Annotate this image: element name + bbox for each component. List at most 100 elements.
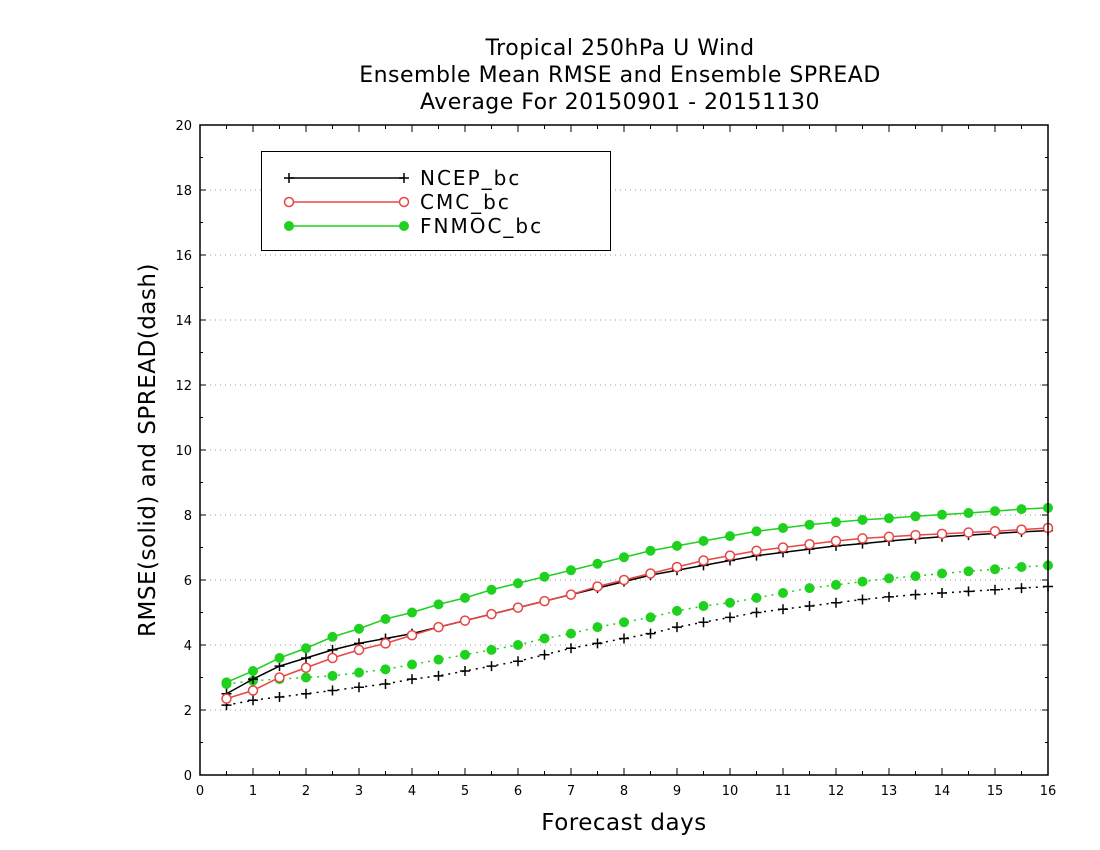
rmse-point — [248, 666, 258, 676]
spread-point — [407, 674, 417, 685]
spread-point — [380, 679, 391, 689]
x-tick-label: 4 — [408, 784, 416, 799]
y-tick-label: 18 — [175, 184, 192, 199]
y-tick-label: 14 — [175, 314, 192, 329]
y-tick-label: 2 — [184, 704, 192, 719]
rmse-point — [724, 550, 736, 561]
rmse-point — [512, 602, 524, 613]
spread-point — [566, 628, 576, 639]
spread-point — [884, 573, 894, 584]
x-axis-label: Forecast days — [541, 810, 707, 836]
x-tick-label: 10 — [722, 784, 739, 799]
rmse-point — [459, 615, 471, 626]
series-fnmoc-bc-rmse — [221, 502, 1053, 688]
spread-point — [592, 638, 603, 649]
spread-point — [486, 644, 497, 655]
rmse-point — [247, 685, 259, 696]
legend-sample-ncep — [284, 173, 409, 183]
spread-point — [248, 695, 258, 706]
rmse-point — [513, 578, 523, 589]
x-tick-label: 9 — [673, 784, 681, 799]
spread-point — [327, 685, 338, 696]
series-ncep-bc-spread — [221, 581, 1053, 711]
legend-label-fnmoc: FNMOC_bc — [420, 214, 544, 238]
rmse-point — [618, 574, 630, 586]
rmse-point — [327, 631, 338, 642]
spread-point — [433, 654, 444, 665]
legend-item-ncep: NCEP_bc — [262, 165, 610, 191]
series-cmc-bc-rmse — [221, 522, 1054, 704]
spread-point — [857, 594, 868, 605]
rmse-line — [226, 529, 1049, 695]
rmse-point — [274, 653, 285, 663]
rmse-point — [778, 523, 788, 533]
rmse-point — [910, 529, 921, 541]
y-tick-label: 4 — [184, 639, 192, 654]
rmse-point — [566, 565, 576, 576]
spread-point — [857, 576, 868, 587]
legend-sample-fnmoc — [284, 221, 409, 231]
rmse-point — [380, 638, 391, 649]
x-tick-label: 15 — [987, 784, 1004, 799]
x-tick-label: 5 — [461, 784, 469, 799]
spread-point — [460, 666, 470, 676]
spread-point — [619, 617, 629, 628]
y-tick-label: 20 — [175, 119, 192, 134]
rmse-point — [300, 662, 312, 673]
spread-point — [380, 664, 391, 675]
spread-point — [778, 604, 788, 615]
rmse-point — [1016, 524, 1027, 535]
spread-point — [1016, 562, 1027, 572]
rmse-point — [990, 506, 1000, 517]
x-tick-label: 16 — [1040, 784, 1057, 799]
y-tick-label: 0 — [184, 769, 192, 784]
spread-point — [778, 588, 788, 598]
spread-line — [226, 564, 1049, 685]
y-tick-label: 8 — [184, 509, 192, 524]
rmse-point — [830, 535, 842, 547]
rmse-point — [698, 555, 709, 566]
spread-point — [937, 588, 947, 598]
legend-item-fnmoc: FNMOC_bc — [262, 213, 610, 239]
rmse-point — [936, 528, 948, 540]
rmse-point — [671, 561, 683, 573]
spread-point — [672, 605, 682, 616]
rmse-point — [460, 592, 470, 603]
rmse-point — [301, 653, 311, 663]
rmse-point — [989, 526, 1001, 537]
rmse-point — [354, 623, 364, 634]
x-tick-label: 8 — [620, 784, 628, 799]
spread-point — [725, 612, 735, 623]
spread-point — [910, 589, 921, 600]
spread-point — [433, 670, 444, 681]
rmse-point — [777, 542, 789, 553]
x-tick-label: 6 — [514, 784, 522, 799]
rmse-point — [963, 527, 974, 538]
spread-point — [1016, 583, 1027, 594]
spread-point — [327, 670, 338, 681]
rmse-point — [963, 508, 974, 519]
x-tick-label: 0 — [196, 784, 204, 799]
x-tick-label: 2 — [302, 784, 310, 799]
rmse-point — [1016, 504, 1027, 515]
spread-point — [751, 607, 762, 618]
rmse-point — [486, 584, 497, 595]
spread-point — [592, 622, 603, 633]
spread-point — [645, 612, 656, 623]
spread-point — [513, 640, 523, 650]
rmse-point — [910, 511, 921, 522]
rmse-point — [645, 568, 656, 579]
spread-point — [698, 601, 709, 611]
y-tick-label: 10 — [175, 444, 192, 459]
spread-point — [698, 617, 709, 628]
y-tick-label: 6 — [184, 574, 192, 589]
series-ncep-bc-rmse — [221, 525, 1053, 699]
spread-point — [910, 571, 921, 582]
rmse-point — [645, 545, 656, 556]
rmse-point — [301, 643, 311, 654]
rmse-point — [751, 526, 762, 537]
x-tick-label: 7 — [567, 784, 575, 799]
x-tick-label: 11 — [775, 784, 792, 799]
spread-point — [990, 584, 1000, 595]
